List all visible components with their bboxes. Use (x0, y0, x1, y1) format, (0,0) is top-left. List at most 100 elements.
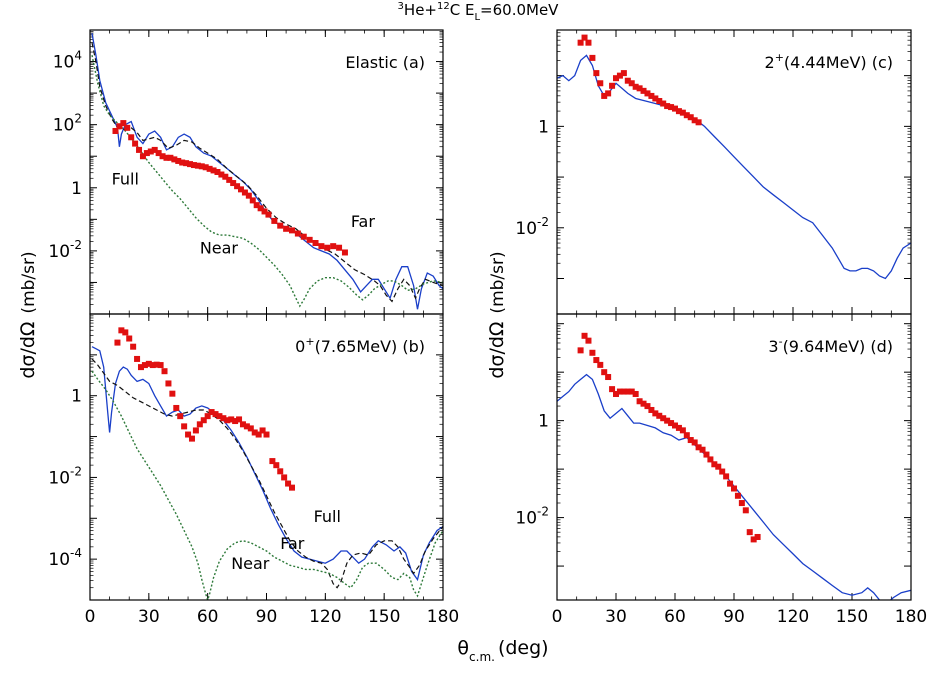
exp-point-d-11 (620, 388, 627, 395)
exp-point-b-15 (173, 404, 180, 411)
exp-point-b-41 (277, 468, 284, 475)
exp-point-b-13 (165, 380, 172, 387)
panel-a: 10-2 1 102 104 Elastic (a) Full Near Far (48, 29, 444, 315)
exp-point-d-13 (628, 388, 635, 395)
panel-label-d: 3-(9.64MeV) (d) (768, 335, 893, 356)
exp-point-b-6 (137, 364, 144, 371)
ytick-label-a-0: 1 (71, 179, 82, 199)
exp-point-b-36 (255, 431, 262, 438)
exp-point-b-30 (232, 418, 239, 425)
xtick-label-d-90: 90 (723, 607, 745, 627)
frame-d (556, 313, 912, 601)
exp-point-d-29 (691, 439, 698, 446)
exp-point-c-25 (675, 108, 682, 115)
exp-point-c-30 (695, 119, 702, 126)
exp-point-c-23 (668, 104, 675, 111)
exp-point-b-3 (126, 335, 133, 342)
annotation-full-a: Full (112, 169, 139, 188)
exp-point-d-27 (683, 432, 690, 439)
exp-point-a-12 (159, 153, 166, 160)
exp-point-b-31 (236, 416, 243, 423)
exp-point-a-43 (288, 227, 295, 234)
exp-point-c-24 (672, 105, 678, 112)
exp-point-a-5 (132, 140, 139, 147)
exp-point-a-31 (234, 183, 241, 190)
exp-point-a-52 (341, 249, 348, 256)
exp-point-a-21 (194, 162, 201, 169)
exp-point-d-19 (652, 410, 659, 417)
curve-near-b (91, 370, 443, 600)
exp-point-a-18 (183, 160, 190, 167)
exp-point-b-0 (114, 339, 121, 346)
exp-point-d-44 (750, 536, 757, 543)
exp-point-a-19 (187, 161, 194, 168)
xtick-label-b-150: 150 (368, 607, 400, 627)
exp-point-c-7 (605, 90, 612, 97)
exp-point-b-22 (200, 417, 207, 424)
exp-point-b-8 (145, 360, 152, 367)
exp-point-c-5 (597, 80, 604, 87)
exp-point-c-8 (609, 82, 616, 89)
exp-point-c-12 (624, 77, 631, 84)
ytick-label-c-0: 1 (538, 117, 549, 137)
exp-point-b-10 (153, 361, 160, 368)
panel-label-a: Elastic (a) (345, 53, 425, 72)
exp-point-d-26 (679, 427, 686, 434)
exp-point-b-38 (263, 431, 270, 438)
exp-point-d-33 (707, 456, 714, 463)
xtick-label-d-120: 120 (777, 607, 809, 627)
exp-point-a-11 (155, 150, 162, 157)
ylabel-left: dσ/dΩ(mb/sr) (17, 251, 39, 378)
xtick-label-b-90: 90 (256, 607, 278, 627)
exp-point-b-42 (281, 474, 288, 481)
annotation-far-a: Far (351, 212, 376, 231)
xtick-label-b-120: 120 (309, 607, 341, 627)
exp-point-c-4 (593, 70, 600, 77)
exp-point-d-37 (723, 473, 730, 480)
series-a (91, 33, 443, 310)
exp-point-d-34 (711, 461, 718, 468)
exp-point-b-12 (161, 368, 168, 375)
exp-point-c-22 (664, 103, 671, 110)
exp-point-a-10 (151, 146, 158, 153)
exp-point-a-41 (277, 222, 284, 229)
exp-point-b-40 (273, 462, 280, 469)
figure-title: 3He+12C EL=60.0MeV (398, 1, 560, 23)
exp-point-c-15 (636, 85, 643, 92)
ytick-label-d--2: 10-2 (515, 505, 549, 529)
exp-point-b-28 (224, 417, 231, 424)
exp-point-a-24 (206, 165, 213, 172)
exp-point-b-11 (157, 362, 164, 369)
exp-point-d-31 (699, 446, 706, 453)
exp-point-d-15 (636, 398, 643, 405)
ytick-label-b--2: 10-2 (48, 464, 82, 488)
exp-point-d-35 (715, 463, 722, 470)
series-d (557, 332, 911, 600)
exp-point-a-46 (306, 236, 313, 243)
ytick-label-b-0: 1 (71, 387, 82, 407)
exp-point-a-50 (330, 243, 337, 250)
exp-point-d-28 (687, 437, 694, 444)
exp-point-c-16 (640, 87, 647, 94)
exp-point-b-23 (204, 413, 211, 420)
exp-point-c-2 (585, 39, 592, 46)
exp-point-a-28 (222, 173, 229, 180)
exp-point-a-2 (120, 120, 127, 127)
curve-near-a (91, 55, 443, 308)
ytick-label-a--2: 10-2 (48, 238, 82, 262)
exp-point-a-30 (230, 180, 237, 187)
annotation-far-b: Far (280, 534, 305, 553)
exp-point-d-25 (675, 424, 682, 431)
curve-full-b (91, 346, 443, 582)
exp-point-c-20 (656, 98, 663, 104)
exp-point-d-3 (589, 349, 596, 356)
exp-point-b-32 (239, 421, 246, 428)
exp-point-d-14 (632, 390, 639, 397)
exp-point-a-33 (241, 189, 248, 196)
exp-point-a-37 (257, 205, 264, 212)
exp-point-c-21 (660, 100, 667, 107)
panel-b: 0 30 60 90 120 150 180 10-4 10-2 1 0+(7.65MeV) (b)… (48, 313, 459, 627)
exp-point-d-1 (581, 332, 588, 339)
exp-point-c-11 (620, 70, 627, 77)
